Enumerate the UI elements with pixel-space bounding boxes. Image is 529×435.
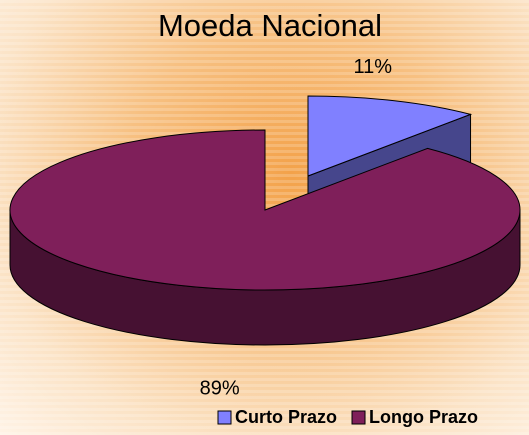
- slice-top: [307, 95, 473, 177]
- legend-swatch: [217, 410, 232, 425]
- legend-swatch: [351, 410, 366, 425]
- data-label: 89%: [200, 377, 240, 399]
- chart-title: Moeda Nacional: [158, 8, 382, 43]
- legend-label: Longo Prazo: [369, 407, 478, 427]
- slice-top: [9, 129, 521, 291]
- slice: [9, 129, 521, 346]
- data-label: 11%: [354, 56, 393, 78]
- legend-label: Curto Prazo: [235, 407, 337, 427]
